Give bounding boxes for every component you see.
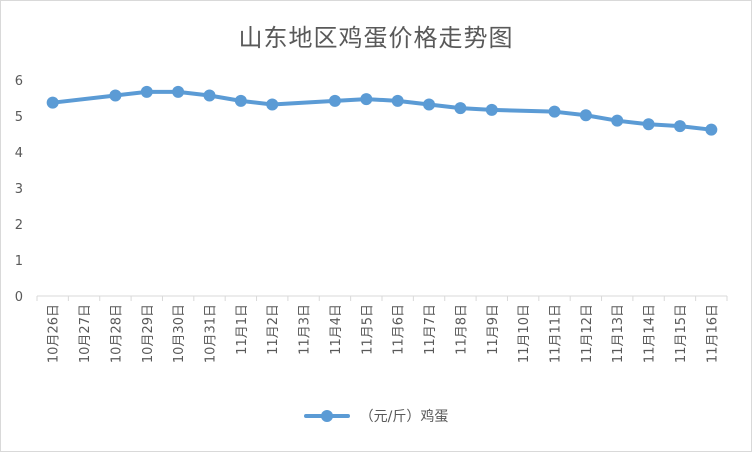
- series-points: [46, 85, 718, 136]
- x-tick-label: 11月8日: [454, 304, 469, 355]
- y-tick-label: 3: [15, 182, 23, 197]
- y-tick-label: 2: [15, 218, 23, 233]
- y-tick-label: 0: [15, 290, 23, 305]
- legend: （元/斤）鸡蛋: [0, 406, 752, 426]
- x-axis-ticks: [36, 296, 728, 301]
- x-tick-label: 11月10日: [517, 304, 532, 363]
- x-tick-label: 10月26日: [47, 304, 62, 363]
- x-tick-label: 10月31日: [204, 304, 219, 363]
- y-tick-label: 6: [15, 74, 23, 89]
- legend-line-swatch: [303, 409, 350, 423]
- chart-title: 山东地区鸡蛋价格走势图: [238, 24, 514, 52]
- y-tick-label: 5: [15, 110, 23, 125]
- x-tick-label: 11月15日: [674, 304, 689, 363]
- x-tick-label: 11月16日: [705, 304, 720, 363]
- x-tick-label: 11月4日: [329, 304, 344, 355]
- x-tick-label: 11月1日: [235, 304, 250, 355]
- x-tick-label: 11月14日: [643, 304, 658, 363]
- y-axis-ticks: 0 1 2 3 4 5 6: [15, 74, 23, 305]
- data-point: [140, 85, 153, 98]
- y-tick-label: 1: [15, 254, 23, 269]
- data-point: [548, 105, 561, 118]
- x-tick-label: 11月7日: [423, 304, 438, 355]
- x-axis-labels: 10月26日 10月27日 10月28日 10月29日 10月30日 10月31日 11月1…: [47, 304, 721, 363]
- x-tick-label: 11月5日: [360, 304, 375, 355]
- data-point: [454, 102, 467, 115]
- data-point: [423, 98, 436, 111]
- data-point: [328, 94, 341, 107]
- x-tick-label: 11月9日: [486, 304, 501, 355]
- data-point: [673, 120, 686, 133]
- data-point: [109, 89, 122, 102]
- data-point: [172, 85, 185, 98]
- x-tick-label: 11月3日: [298, 304, 313, 355]
- x-tick-label: 11月13日: [611, 304, 626, 363]
- legend-label: （元/斤）鸡蛋: [359, 409, 449, 425]
- data-point: [46, 96, 59, 109]
- data-point: [234, 94, 247, 107]
- data-point: [391, 94, 404, 107]
- data-point: [485, 103, 498, 116]
- data-point: [611, 114, 624, 127]
- data-point: [360, 93, 373, 106]
- x-tick-label: 10月28日: [109, 304, 124, 363]
- y-tick-label: 4: [15, 146, 23, 161]
- data-point: [203, 89, 216, 102]
- x-tick-label: 10月27日: [78, 304, 93, 363]
- x-tick-label: 11月6日: [392, 304, 407, 355]
- data-point: [642, 118, 655, 131]
- x-tick-label: 10月30日: [172, 304, 187, 363]
- data-point: [705, 123, 718, 136]
- x-tick-label: 11月11日: [549, 304, 564, 363]
- data-point: [266, 98, 279, 111]
- x-tick-label: 11月12日: [580, 304, 595, 363]
- data-point: [579, 109, 592, 122]
- x-tick-label: 11月2日: [266, 304, 281, 355]
- x-tick-label: 10月29日: [141, 304, 156, 363]
